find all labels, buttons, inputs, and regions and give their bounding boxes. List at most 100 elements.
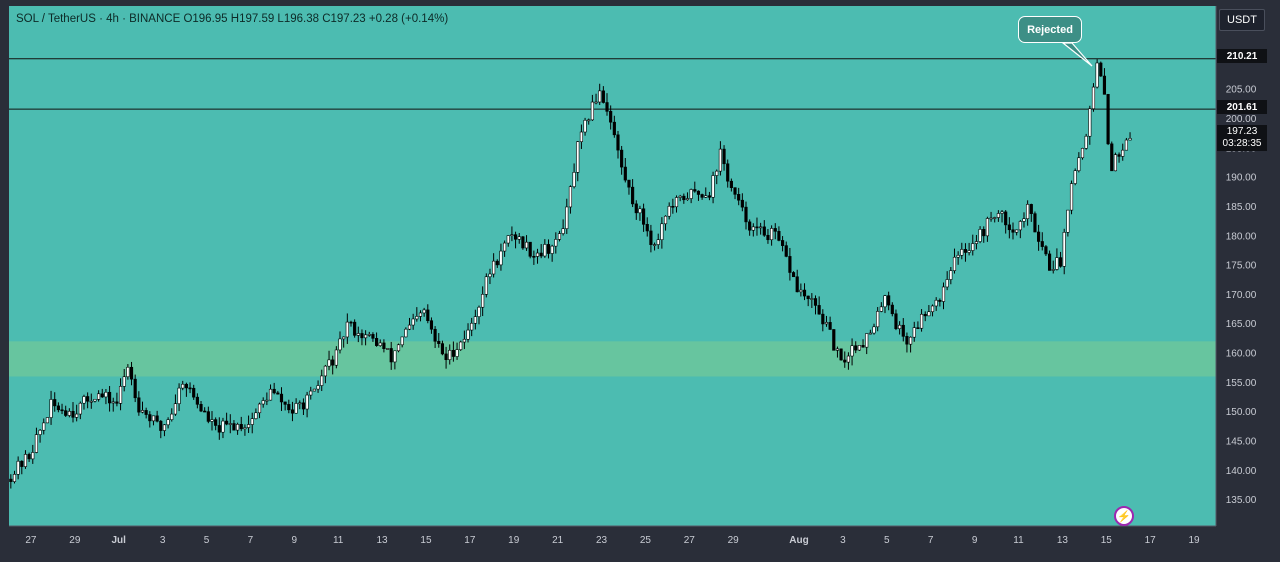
candle-up: [1077, 157, 1081, 172]
price-tag-resistance-high: 210.21: [1217, 49, 1267, 63]
candle-down: [20, 460, 24, 467]
candle-down: [521, 236, 525, 249]
bar-countdown: 03:28:35: [1222, 138, 1262, 149]
candle-up: [909, 336, 913, 345]
currency-selector[interactable]: USDT: [1219, 9, 1265, 31]
candle-up: [652, 244, 657, 246]
candle-up: [835, 348, 840, 351]
candle-down: [1033, 213, 1037, 233]
candle-up: [876, 311, 880, 328]
candle-up: [850, 345, 854, 357]
candle-up: [393, 350, 397, 363]
candle-down: [682, 195, 686, 201]
lightning-icon[interactable]: ⚡: [1114, 506, 1134, 526]
candle-up: [93, 398, 97, 402]
symbol-ohlc-header: SOL / TetherUS · 4h · BINANCE O196.95 H1…: [16, 13, 449, 25]
candle-up: [470, 322, 474, 331]
candle-up: [1128, 138, 1132, 141]
candle-up: [481, 294, 485, 308]
candle-down: [729, 180, 733, 188]
candle-down: [696, 190, 701, 195]
candle-down: [707, 195, 712, 198]
candle-down: [115, 401, 119, 404]
candle-up: [583, 119, 587, 133]
x-tick-label: 19: [1188, 535, 1200, 546]
candle-up: [228, 423, 232, 425]
candle-up: [170, 413, 174, 420]
candle-up: [576, 141, 580, 173]
y-tick-label: 135.00: [1226, 495, 1257, 506]
candle-down: [353, 321, 357, 336]
candle-down: [634, 203, 638, 214]
candle-down: [737, 194, 741, 201]
last-price-tag: 197.23 03:28:35: [1217, 125, 1267, 151]
candle-down: [620, 149, 624, 168]
candle-up: [162, 424, 167, 431]
candle-down: [279, 393, 284, 403]
candle-down: [184, 383, 188, 389]
candle-up: [967, 250, 971, 253]
candle-up: [75, 413, 79, 418]
candle-down: [777, 231, 781, 241]
candle-down: [748, 221, 752, 231]
x-tick-label: 19: [508, 535, 520, 546]
x-tick-label: Aug: [789, 535, 808, 546]
candle-up: [97, 393, 101, 400]
candle-down: [791, 272, 796, 278]
candle-up: [872, 326, 876, 334]
candle-down: [539, 252, 543, 257]
candle-down: [733, 187, 737, 195]
candle-up: [126, 366, 130, 378]
candle-up: [810, 298, 814, 300]
rejected-callout[interactable]: Rejected: [1018, 16, 1082, 43]
candle-up: [400, 336, 404, 346]
candle-down: [861, 345, 865, 348]
candle-up: [309, 390, 313, 396]
candle-down: [649, 230, 653, 245]
x-tick-label: 7: [928, 535, 934, 546]
x-tick-label: 9: [972, 535, 978, 546]
x-tick-label: 11: [333, 535, 344, 546]
candle-down: [806, 295, 810, 300]
x-tick-label: 9: [292, 535, 298, 546]
candle-up: [879, 306, 883, 312]
candle-down: [631, 186, 635, 205]
candle-up: [34, 434, 39, 453]
candle-down: [27, 454, 31, 460]
candle-down: [693, 189, 697, 192]
candle-down: [817, 305, 821, 315]
candle-up: [246, 424, 251, 428]
candle-down: [671, 205, 675, 208]
plot-area[interactable]: [9, 6, 1216, 526]
candle-down: [108, 391, 112, 404]
candle-down: [389, 348, 393, 363]
candle-up: [1000, 211, 1004, 214]
candle-up: [1091, 86, 1096, 110]
candle-up: [499, 250, 503, 266]
candle-down: [901, 324, 905, 337]
candle-up: [1080, 148, 1085, 159]
candle-down: [623, 166, 627, 181]
candle-up: [166, 419, 170, 426]
x-tick-label: Jul: [112, 535, 127, 546]
candle-down: [199, 404, 203, 412]
price-axis-panel: [1216, 0, 1280, 562]
candle-down: [192, 387, 196, 398]
candle-down: [287, 404, 291, 411]
candle-up: [660, 223, 664, 241]
candle-up: [49, 399, 53, 418]
candle-up: [415, 316, 419, 320]
y-tick-label: 170.00: [1226, 290, 1257, 301]
candle-up: [952, 256, 957, 271]
candle-up: [305, 394, 309, 410]
candle-up: [663, 215, 668, 225]
x-tick-label: 5: [884, 535, 890, 546]
candle-up: [367, 334, 371, 336]
candle-down: [982, 229, 986, 237]
candle-up: [978, 229, 982, 242]
x-tick-label: 15: [420, 535, 432, 546]
x-tick-label: 3: [160, 535, 166, 546]
y-tick-label: 155.00: [1226, 378, 1257, 389]
candle-down: [795, 276, 799, 293]
x-tick-label: 29: [69, 535, 81, 546]
